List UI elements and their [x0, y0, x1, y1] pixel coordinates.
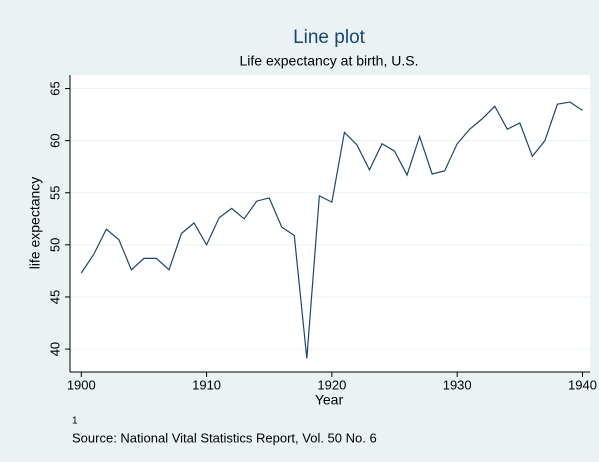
- x-tick-label: 1940: [568, 377, 597, 392]
- y-tick-label: 45: [47, 290, 62, 304]
- x-tick-label: 1930: [443, 377, 472, 392]
- y-tick-label: 40: [47, 342, 62, 356]
- note-marker: 1: [72, 416, 78, 427]
- x-tick-label: 1910: [192, 377, 221, 392]
- note: Source: National Vital Statistics Report…: [72, 430, 377, 445]
- x-tick-label: 1900: [67, 377, 96, 392]
- y-tick-label: 55: [47, 186, 62, 200]
- y-tick-label: 50: [47, 238, 62, 252]
- y-tick-label: 60: [47, 133, 62, 147]
- x-axis-label: Year: [315, 392, 344, 408]
- chart-title: Line plot: [293, 27, 366, 48]
- plot-area: [70, 75, 590, 372]
- line: [80, 101, 583, 359]
- x-tick-label: 1920: [317, 377, 346, 392]
- y-tick-label: 65: [47, 81, 62, 95]
- chart-subtitle: Life expectancy at birth, U.S.: [240, 53, 419, 69]
- y-axis-label: life expectancy: [27, 177, 43, 270]
